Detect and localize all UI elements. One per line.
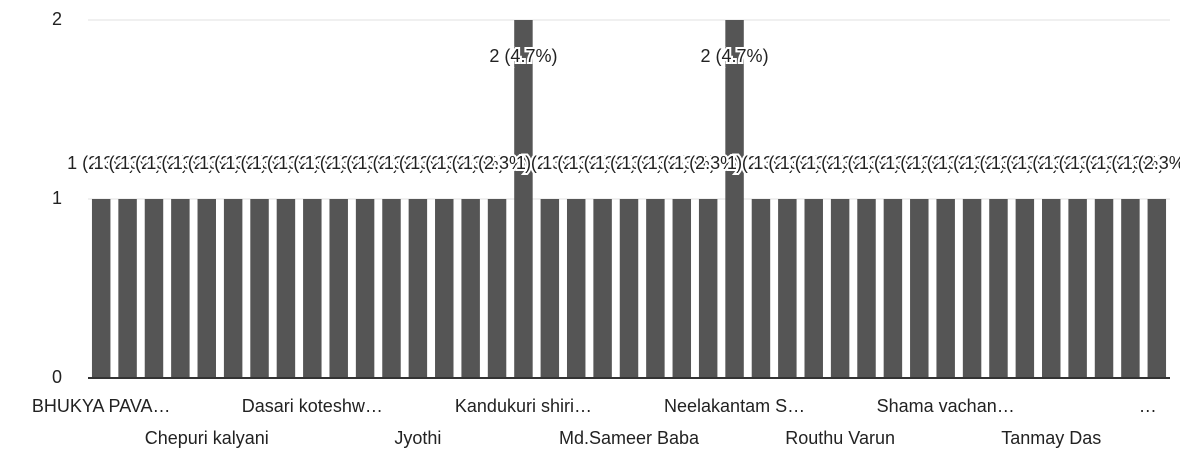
y-tick-label: 2 — [52, 9, 62, 29]
value-label: 1 (2.3%) — [569, 153, 637, 173]
value-label: 1 (2.3%) — [305, 153, 373, 173]
value-label: 1 (2.3%) — [885, 153, 953, 173]
bar — [910, 199, 929, 378]
value-label: 1 (2.3%) — [357, 153, 425, 173]
bar — [329, 199, 348, 378]
value-label: 2 (4.7%) — [489, 46, 557, 66]
bar — [619, 199, 639, 378]
value-label: 1 (2.3%) — [912, 153, 980, 173]
x-tick-label: Jyothi — [394, 428, 441, 448]
bar — [593, 199, 612, 378]
bar — [698, 199, 718, 378]
bar — [778, 199, 797, 378]
bar — [566, 199, 586, 378]
value-label: 1 (2.3%) — [753, 153, 821, 173]
bar — [303, 199, 322, 378]
bar — [382, 199, 401, 378]
value-label: 1 (2.3%) — [437, 153, 505, 173]
value-label: 1 (2.3%) — [226, 153, 294, 173]
bar — [962, 199, 982, 378]
value-label: 1 (2.3%) — [806, 153, 874, 173]
y-tick-label: 1 — [52, 188, 62, 208]
value-label: 1 (2.3%) — [252, 153, 320, 173]
value-label: 1 (2.3%) — [542, 153, 610, 173]
value-label: 1 (2.3%) — [384, 153, 452, 173]
bar — [1094, 199, 1114, 378]
value-label: 1 (2.3%) — [410, 153, 478, 173]
value-label: 1 (2.3%) — [938, 153, 1006, 173]
bar — [804, 199, 823, 378]
x-tick-label: … — [1139, 396, 1157, 416]
x-tick-label: Tanmay Das — [1001, 428, 1101, 448]
bar — [1121, 199, 1140, 378]
bar — [118, 199, 137, 378]
value-label: 1 (2.3%) — [94, 153, 162, 173]
value-label: 1 (2.3%) — [331, 153, 399, 173]
bar — [857, 199, 876, 378]
x-tick-label: BHUKYA PAVA… — [32, 396, 171, 416]
value-label: 1 (2.3%) — [991, 153, 1059, 173]
value-label: 1 (2.3%) — [595, 153, 663, 173]
bar — [830, 199, 850, 378]
value-label: 1 (2.3%) — [1044, 153, 1112, 173]
bar — [250, 199, 269, 378]
bar — [725, 20, 744, 378]
bar — [672, 199, 692, 378]
value-label: 1 (2.3%) — [1017, 153, 1085, 173]
x-tick-label: Neelakantam S… — [664, 396, 805, 416]
x-tick-label: Shama vachan… — [877, 396, 1015, 416]
bar — [1015, 199, 1035, 378]
bar — [171, 199, 190, 378]
value-label: 1 (2.3%) — [780, 153, 848, 173]
value-label: 1 (2.3%) — [674, 153, 742, 173]
value-label: 1 (2.3%) — [463, 153, 531, 173]
bar — [461, 199, 480, 378]
bar — [408, 199, 428, 378]
value-label: 1 (2.3%) — [146, 153, 214, 173]
value-label: 1 (2.3%) — [67, 153, 135, 173]
value-label: 1 (2.3%) — [516, 153, 584, 173]
bar — [1068, 199, 1087, 378]
bar — [91, 199, 111, 378]
value-label: 1 (2.3%) — [727, 153, 795, 173]
value-label: 1 (2.3%) — [199, 153, 267, 173]
bar — [144, 199, 164, 378]
bar — [276, 199, 296, 378]
bar — [1147, 199, 1167, 378]
bar — [989, 199, 1008, 378]
bar — [197, 199, 216, 378]
value-label: 1 (2.3%) — [173, 153, 241, 173]
value-label: 1 (2.3%) — [621, 153, 689, 173]
bar — [223, 199, 243, 378]
bar — [1042, 199, 1061, 378]
bar — [883, 199, 903, 378]
value-label: 1 (2.3%) — [964, 153, 1032, 173]
bar — [355, 199, 375, 378]
value-label: 1 (2.3%) — [278, 153, 346, 173]
value-label: 1 (2.3%) — [120, 153, 188, 173]
bar — [936, 199, 955, 378]
value-label: 1 (2.3%) — [648, 153, 716, 173]
x-tick-label: Chepuri kalyani — [145, 428, 269, 448]
x-tick-label: Dasari koteshw… — [242, 396, 383, 416]
bar — [435, 199, 454, 378]
x-tick-label: Kandukuri shiri… — [455, 396, 592, 416]
x-tick-label: Md.Sameer Baba — [559, 428, 700, 448]
bar — [487, 199, 507, 378]
bar — [514, 20, 533, 378]
value-label: 1 (2.3%) — [832, 153, 900, 173]
value-label: 1 (2.3%) — [1123, 153, 1180, 173]
bar — [646, 199, 665, 378]
value-label: 1 (2.3%) — [859, 153, 927, 173]
bar — [540, 199, 560, 378]
value-label: 2 (4.7%) — [701, 46, 769, 66]
value-label: 1 (2.3%) — [1096, 153, 1164, 173]
x-tick-label: Routhu Varun — [785, 428, 895, 448]
bar — [751, 199, 771, 378]
value-label: 1 (2.3%) — [1070, 153, 1138, 173]
y-tick-label: 0 — [52, 367, 62, 387]
